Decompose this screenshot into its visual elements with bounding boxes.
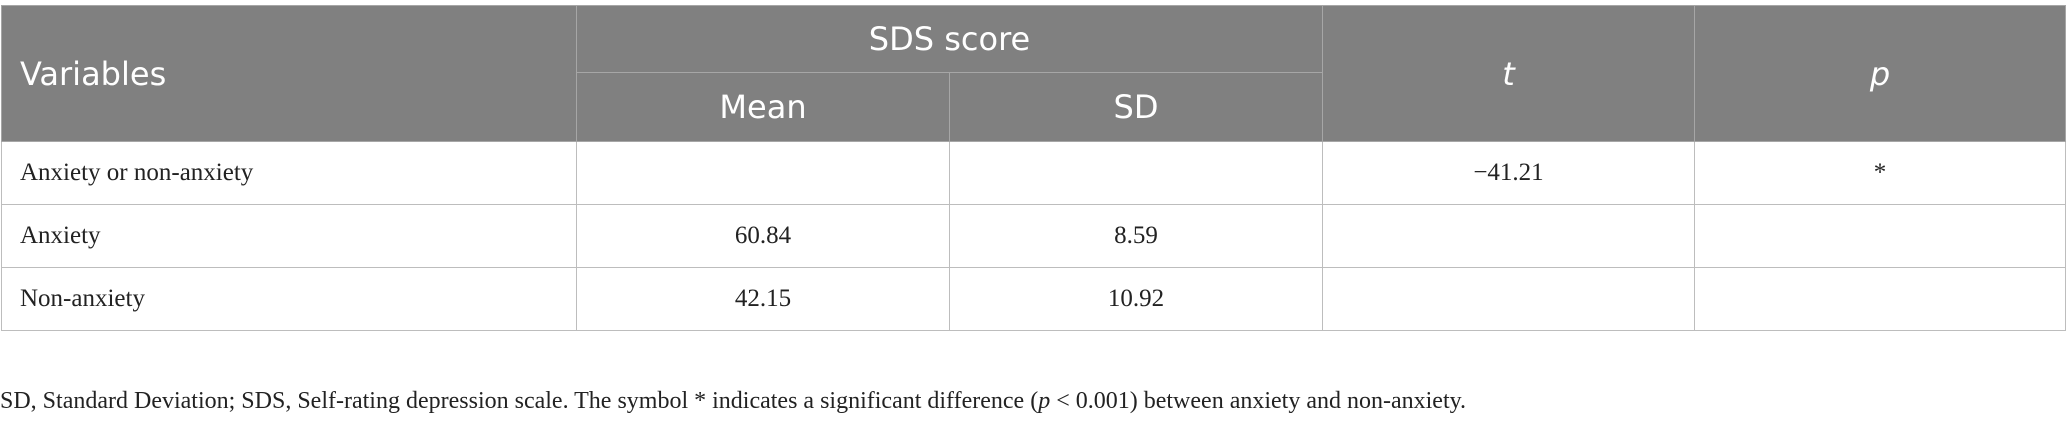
table-cell: 60.84 [576,204,950,268]
table-cell: Non-anxiety [1,267,577,331]
header-cell: Mean [576,72,950,142]
footnote: SD, Standard Deviation; SDS, Self-rating… [0,388,1466,415]
table-cell [1694,267,2067,331]
footnote-text: < 0.001) between anxiety and non-anxiety… [1050,388,1467,414]
table-cell [1322,267,1696,331]
footnote-text: SD, Standard Deviation; SDS, Self-rating… [0,388,1039,414]
table-cell: Anxiety or non-anxiety [1,141,577,205]
table-cell: 42.15 [576,267,950,331]
header-row: Mean SD [2,72,2066,142]
table-cell [948,141,1324,205]
table-cell: Anxiety [1,204,577,268]
table-cell [1694,204,2067,268]
table-row: Anxiety or non-anxiety −41.21 * [1,141,2067,205]
table-row: Anxiety 60.84 8.59 [1,204,2067,268]
header-cell: SDS score [575,5,1324,73]
header-cell: p [1694,5,2067,142]
table-cell: 8.59 [948,204,1324,268]
header-cell: SD [948,72,1324,142]
table-cell: −41.21 [1322,141,1696,205]
table-cell [1322,204,1696,268]
header-cell: Variables [1,5,577,142]
footnote-text: p [1038,388,1051,414]
table-cell: * [1694,141,2067,205]
table-body: Anxiety or non-anxiety −41.21 * Anxiety 60.8… [1,141,2067,331]
table-cell: 10.92 [948,267,1324,331]
table-cell [576,141,950,205]
data-table: Variables SDS score t p Mean SD Anxiety … [1,5,2067,331]
header-row: Variables SDS score t p [1,5,2067,142]
header-cell: t [1322,5,1696,142]
table-row: Non-anxiety 42.15 10.92 [1,267,2067,331]
